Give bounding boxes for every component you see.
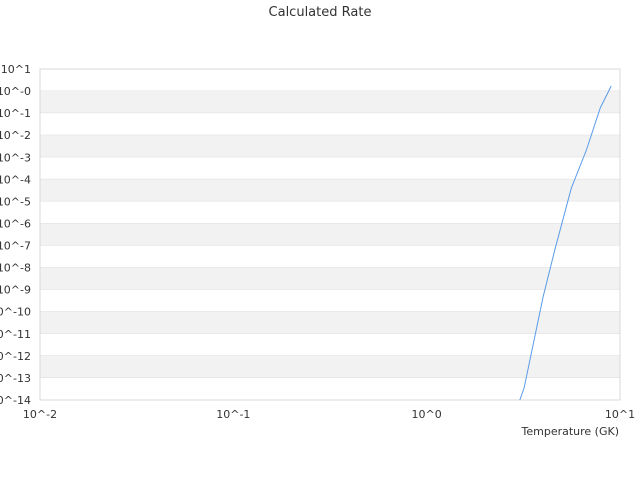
chart-title: Calculated Rate [269,5,372,20]
grid-band [40,69,620,92]
grid-band [40,179,620,202]
y-tick-label: 10^-1 [0,107,31,120]
grid-band [40,311,620,334]
x-tick-label: 10^0 [412,408,442,421]
grid-band [40,289,620,312]
y-tick-label: 10^-14 [0,394,31,407]
x-axis-label: Temperature (GK) [521,425,620,438]
y-tick-label: 10^-11 [0,328,31,341]
grid-band [40,91,620,114]
y-tick-label: 10^-8 [0,262,31,275]
y-tick-label: 10^-5 [0,195,31,208]
x-tick-label: 10^1 [605,408,635,421]
series-line [519,85,612,400]
grid-band [40,333,620,356]
grid-band [40,201,620,224]
y-tick-label: 10^-0 [0,85,31,98]
y-tick-label: 10^-4 [0,173,31,186]
grid-band [40,135,620,158]
y-tick-label: 10^-7 [0,240,31,253]
grid-band [40,377,620,400]
y-tick-label: 10^-2 [0,129,31,142]
y-tick-label: 10^1 [1,63,31,76]
grid-band [40,223,620,246]
grid-band [40,113,620,136]
x-axis: 10^-2 10^-1 10^0 10^1 [23,408,635,421]
x-tick-label: 10^-2 [23,408,57,421]
grid-bands [40,69,620,401]
y-tick-label: 10^-10 [0,306,31,319]
y-axis: 10^1 10^-0 10^-1 10^-2 10^-3 10^-4 10^-5 10^-6 1… [0,63,31,407]
grid-band [40,245,620,268]
plot-border [39,68,621,401]
y-tick-label: 10^-6 [0,217,31,230]
y-tick-label: 10^-13 [0,372,31,385]
grid-band [40,355,620,378]
y-tick-label: 10^-9 [0,284,31,297]
grid-band [40,157,620,180]
y-tick-label: 10^-12 [0,350,31,363]
x-tick-label: 10^-1 [216,408,250,421]
y-tick-label: 10^-3 [0,151,31,164]
grid-band [40,267,620,290]
